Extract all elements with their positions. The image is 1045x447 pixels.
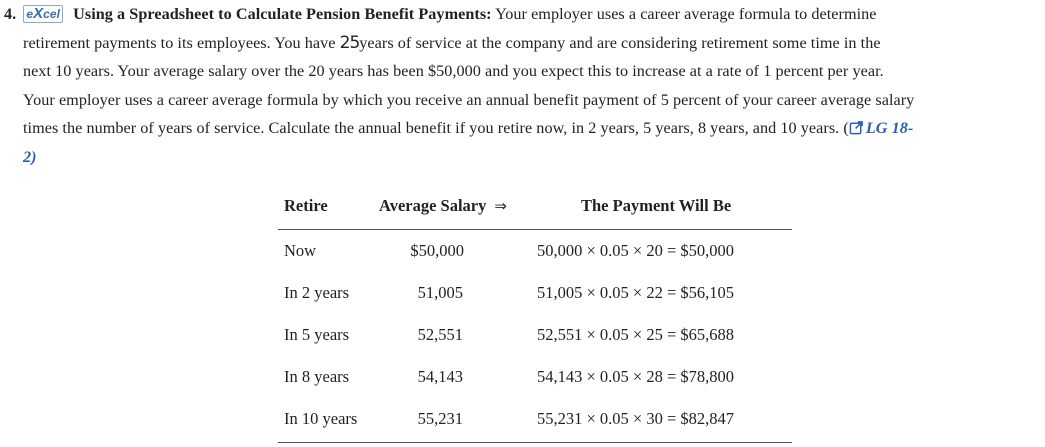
payment-cell: 55,231 × 0.05 × 30 = $82,847: [537, 409, 735, 428]
table-row: In 8 years 54,143 54,143 × 0.05 × 28 = $…: [278, 357, 792, 399]
retire-cell: In 10 years: [284, 409, 358, 428]
problem-statement: 4. eXcel Using a Spreadsheet to Calculat…: [4, 0, 1042, 171]
table-row: Now $50,000 50,000 × 0.05 × 20 = $50,000: [278, 231, 792, 273]
retire-cell: In 8 years: [284, 367, 350, 386]
problem-line-1: 4. eXcel Using a Spreadsheet to Calculat…: [4, 0, 1042, 29]
payment-cell: 52,551 × 0.05 × 25 = $65,688: [537, 325, 735, 344]
table-body: Now $50,000 50,000 × 0.05 × 20 = $50,000…: [278, 230, 792, 443]
learning-goal-link-end[interactable]: 2): [23, 147, 37, 166]
pension-payment-table: Retire Average Salary ⇒ The Payment Will …: [278, 185, 792, 443]
payment-cell: 54,143 × 0.05 × 28 = $78,800: [537, 367, 735, 386]
problem-line-4: Your employer uses a career average form…: [4, 86, 1042, 115]
problem-line-3: next 10 years. Your average salary over …: [4, 57, 1042, 86]
external-link-icon[interactable]: [849, 120, 864, 135]
table-header-row: Retire Average Salary ⇒ The Payment Will …: [278, 185, 792, 230]
payment-cell: 50,000 × 0.05 × 20 = $50,000: [537, 241, 735, 260]
problem-line-2: retirement payments to its employees. Yo…: [4, 29, 1042, 58]
table-row: In 5 years 52,551 52,551 × 0.05 × 25 = $…: [278, 315, 792, 357]
header-average-salary: Average Salary ⇒: [379, 196, 507, 216]
salary-cell: 51,005: [417, 283, 463, 302]
problem-title: Using a Spreadsheet to Calculate Pension…: [73, 5, 492, 23]
problem-text-line-2b: years of service at the company and are …: [359, 33, 881, 52]
problem-text-line-4: Your employer uses a career average form…: [23, 90, 915, 109]
problem-text-line-1: Your employer uses a career average form…: [495, 5, 877, 23]
excel-badge-x: X: [33, 5, 44, 22]
retire-cell: In 5 years: [284, 325, 350, 344]
problem-text-line-5: times the number of years of service. Ca…: [23, 119, 849, 137]
excel-badge-prefix: e: [26, 7, 34, 21]
header-average-salary-label: Average Salary: [379, 196, 487, 215]
retire-cell: Now: [284, 241, 317, 260]
excel-badge-suffix: cel: [43, 7, 60, 21]
retire-cell: In 2 years: [284, 283, 350, 302]
table-row: In 10 years 55,231 55,231 × 0.05 × 30 = …: [278, 399, 792, 441]
excel-icon[interactable]: eXcel: [23, 5, 63, 23]
problem-text-line-2a: retirement payments to its employees. Yo…: [23, 33, 336, 52]
salary-cell: 55,231: [417, 409, 463, 428]
years-of-service-value: 25: [339, 32, 361, 53]
payment-cell: 51,005 × 0.05 × 22 = $56,105: [537, 283, 735, 302]
problem-number: 4.: [4, 5, 17, 23]
header-payment: The Payment Will Be: [581, 196, 732, 215]
salary-cell: 52,551: [417, 325, 463, 344]
problem-line-5: times the number of years of service. Ca…: [4, 114, 1042, 143]
problem-text-line-3: next 10 years. Your average salary over …: [23, 62, 884, 80]
table-row: In 2 years 51,005 51,005 × 0.05 × 22 = $…: [278, 273, 792, 315]
salary-cell: $50,000: [410, 241, 464, 260]
problem-line-6: 2): [4, 143, 1042, 172]
salary-cell: 54,143: [417, 367, 463, 386]
arrow-right-icon: ⇒: [494, 197, 507, 215]
header-retire: Retire: [284, 196, 328, 215]
learning-goal-link[interactable]: LG 18-: [865, 119, 914, 137]
